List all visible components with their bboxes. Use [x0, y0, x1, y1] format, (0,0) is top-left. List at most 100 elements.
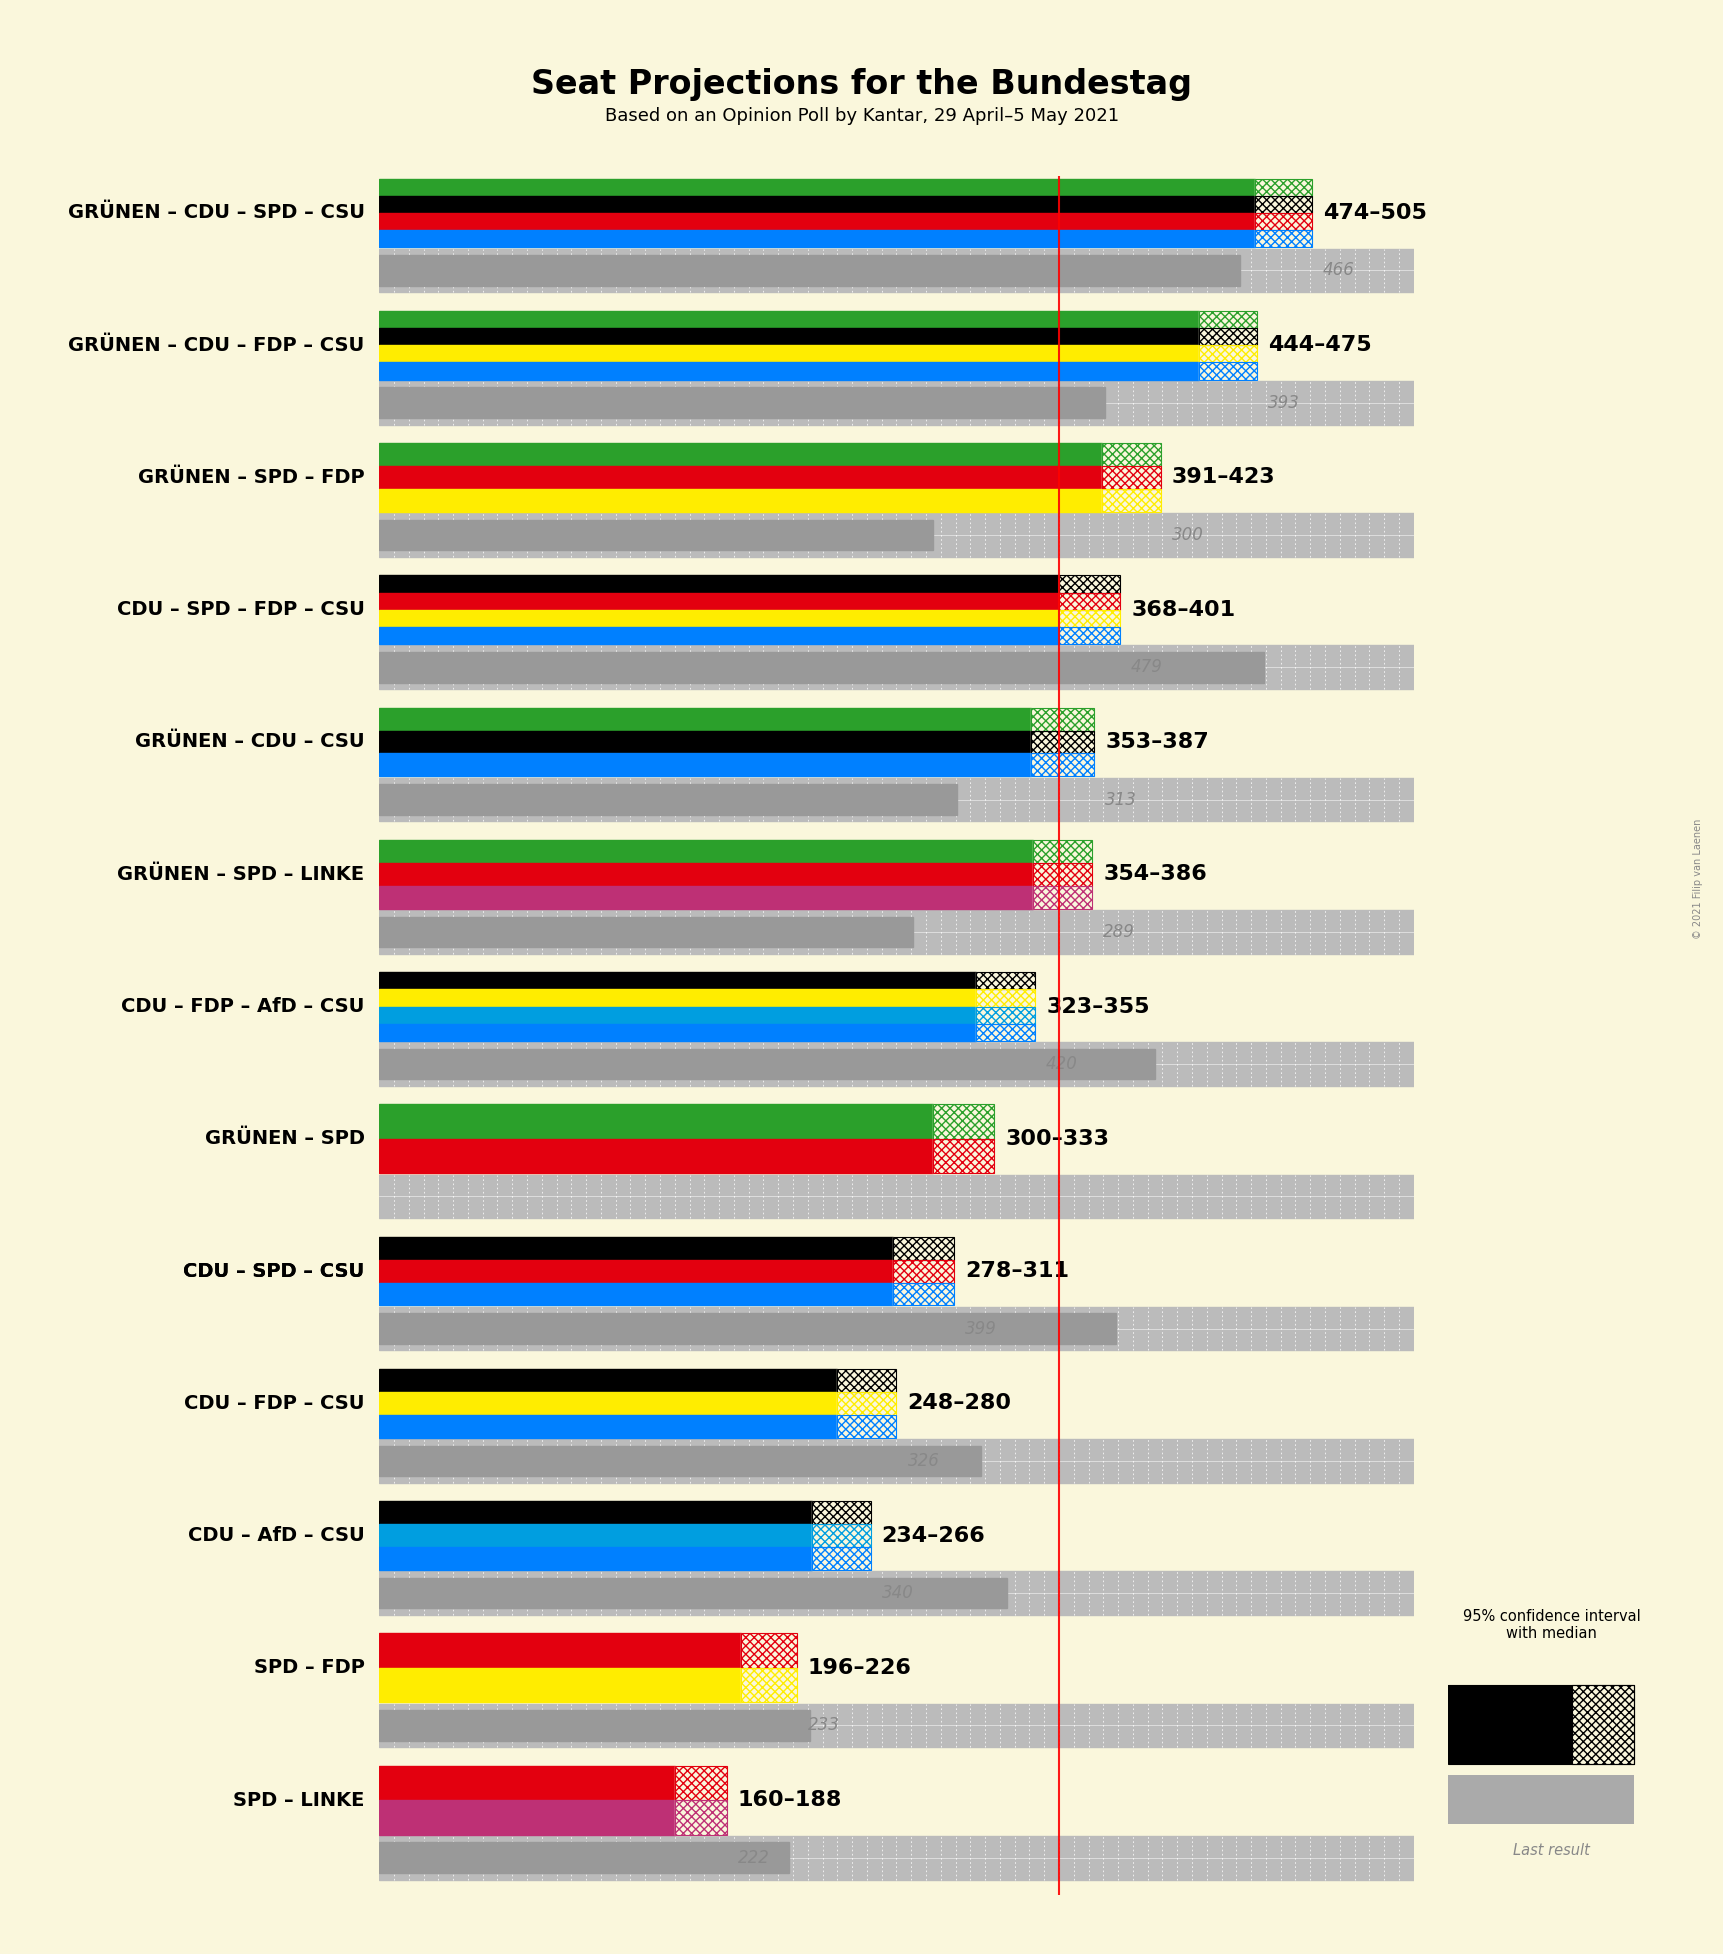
Text: 399: 399 — [965, 1319, 996, 1338]
Bar — [379, 1237, 893, 1260]
Bar — [975, 1024, 1034, 1041]
Bar — [379, 1571, 1413, 1614]
Bar — [932, 1104, 994, 1139]
Bar — [379, 248, 1413, 293]
Bar — [379, 1843, 789, 1874]
Bar — [379, 592, 1058, 610]
Bar — [1101, 488, 1160, 512]
Bar — [741, 1669, 796, 1702]
Bar — [741, 1634, 796, 1669]
Bar — [1254, 231, 1311, 248]
Bar — [812, 1548, 870, 1569]
Bar — [379, 864, 1032, 885]
Bar — [812, 1524, 870, 1548]
Bar — [379, 178, 1254, 195]
Bar — [379, 361, 1199, 379]
Bar — [1447, 1684, 1633, 1764]
Bar — [1032, 864, 1092, 885]
Bar — [1101, 465, 1160, 488]
Bar — [379, 195, 1254, 213]
Bar — [379, 784, 956, 815]
Bar — [379, 1579, 1006, 1608]
Bar — [379, 653, 1263, 682]
Bar — [812, 1524, 870, 1548]
Bar — [379, 989, 975, 1006]
Bar — [379, 911, 1413, 954]
Bar — [379, 754, 1030, 776]
Text: 420: 420 — [1046, 1055, 1077, 1073]
Bar — [674, 1766, 725, 1800]
Bar — [1254, 213, 1311, 231]
Text: GRÜNEN – CDU – SPD – CSU: GRÜNEN – CDU – SPD – CSU — [67, 203, 364, 223]
Bar — [379, 256, 1239, 285]
Bar — [1254, 195, 1311, 213]
Text: 393: 393 — [1266, 393, 1299, 412]
Bar — [379, 1041, 1413, 1086]
Bar — [1254, 178, 1311, 195]
Bar — [379, 213, 1254, 231]
Bar — [379, 444, 1101, 465]
Text: 466: 466 — [1322, 262, 1354, 279]
Bar — [1199, 346, 1256, 361]
Bar — [379, 1370, 837, 1391]
Text: 289: 289 — [1103, 922, 1134, 940]
Text: Last result: Last result — [1513, 1843, 1589, 1858]
Text: CDU – SPD – FDP – CSU: CDU – SPD – FDP – CSU — [117, 600, 364, 619]
Text: 474–505: 474–505 — [1322, 203, 1427, 223]
Bar — [379, 1282, 893, 1305]
Bar — [1030, 707, 1094, 731]
Bar — [975, 973, 1034, 989]
Text: 313: 313 — [1104, 791, 1137, 809]
Bar — [1199, 311, 1256, 328]
Bar — [741, 1634, 796, 1669]
Bar — [1199, 311, 1256, 328]
Text: SPD – LINKE: SPD – LINKE — [233, 1790, 364, 1809]
Bar — [1199, 328, 1256, 346]
Bar — [932, 1139, 994, 1172]
Bar — [379, 840, 1032, 864]
Bar — [1101, 465, 1160, 488]
Bar — [1032, 840, 1092, 864]
Bar — [1058, 574, 1120, 592]
Bar — [812, 1501, 870, 1524]
Bar — [1030, 731, 1094, 754]
Bar — [379, 1006, 975, 1024]
Bar — [1101, 444, 1160, 465]
Text: 233: 233 — [808, 1716, 839, 1735]
Bar — [379, 1704, 1413, 1747]
Bar — [1058, 574, 1120, 592]
Bar — [379, 1634, 741, 1669]
Bar — [379, 885, 1032, 909]
Bar — [837, 1391, 896, 1415]
Bar — [1199, 328, 1256, 346]
Bar — [379, 627, 1058, 645]
Bar — [674, 1800, 725, 1835]
Text: 444–475: 444–475 — [1266, 336, 1370, 356]
Bar — [1447, 1774, 1633, 1825]
Text: 196–226: 196–226 — [808, 1657, 911, 1678]
Bar — [1571, 1684, 1633, 1764]
Text: GRÜNEN – SPD: GRÜNEN – SPD — [205, 1129, 364, 1149]
Bar — [893, 1282, 953, 1305]
Bar — [379, 465, 1101, 488]
Bar — [812, 1548, 870, 1569]
Bar — [379, 1837, 1413, 1880]
Bar — [975, 1006, 1034, 1024]
Text: 391–423: 391–423 — [1172, 467, 1275, 487]
Bar — [975, 1006, 1034, 1024]
Bar — [1030, 731, 1094, 754]
Bar — [1199, 346, 1256, 361]
Bar — [379, 1710, 810, 1741]
Text: GRÜNEN – SPD – FDP: GRÜNEN – SPD – FDP — [138, 467, 364, 487]
Bar — [975, 989, 1034, 1006]
Bar — [379, 610, 1058, 627]
Bar — [1058, 610, 1120, 627]
Bar — [837, 1370, 896, 1391]
Bar — [379, 1415, 837, 1438]
Bar — [379, 1501, 812, 1524]
Text: CDU – FDP – CSU: CDU – FDP – CSU — [184, 1393, 364, 1413]
Bar — [893, 1282, 953, 1305]
Text: 479: 479 — [1130, 658, 1163, 676]
Bar — [379, 1524, 812, 1548]
Text: SPD – FDP: SPD – FDP — [253, 1659, 364, 1677]
